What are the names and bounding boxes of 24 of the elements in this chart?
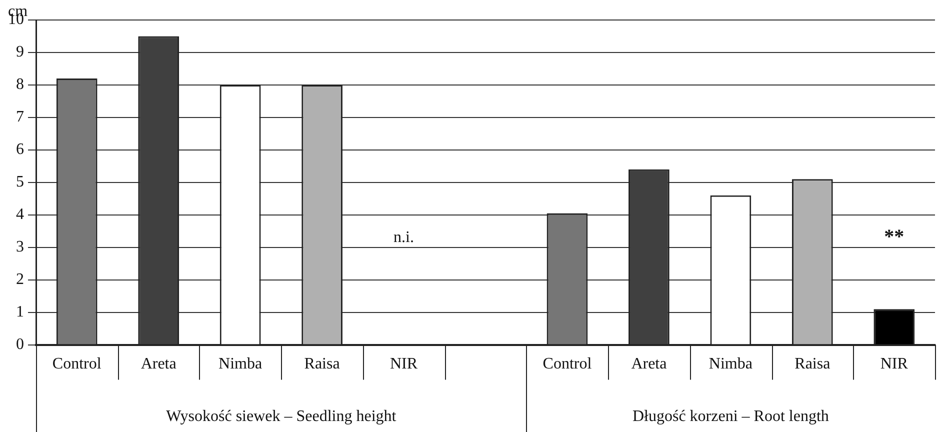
y-tick-label: 0 bbox=[16, 336, 24, 354]
y-tick-label: 6 bbox=[16, 141, 24, 158]
x-tick-label: Control bbox=[542, 356, 592, 373]
x-tick-label: Areta bbox=[631, 356, 667, 373]
y-tick-label: 4 bbox=[16, 206, 24, 224]
y-tick-label: 7 bbox=[16, 108, 24, 126]
x-tick-label: Control bbox=[52, 356, 102, 373]
y-tick-label: 3 bbox=[16, 238, 24, 256]
y-tick-label: 5 bbox=[16, 174, 24, 191]
annotation: n.i. bbox=[394, 228, 414, 246]
x-tick-label: NIR bbox=[390, 356, 418, 373]
y-tick-label: 2 bbox=[16, 271, 24, 288]
text: Długość korzeni – Root length bbox=[632, 408, 829, 426]
x-tick-label: Nimba bbox=[218, 356, 262, 373]
x-tick-label: Raisa bbox=[794, 356, 830, 373]
annotation: ** bbox=[884, 226, 904, 248]
x-tick-label: Raisa bbox=[304, 356, 340, 373]
y-tick-label: 1 bbox=[16, 304, 24, 321]
x-tick-label: Nimba bbox=[708, 356, 752, 373]
x-tick-label: NIR bbox=[880, 356, 908, 373]
x-tick-label: Areta bbox=[140, 356, 176, 373]
y-tick-label: 9 bbox=[16, 44, 24, 61]
text: Wysokość siewek – Seedling height bbox=[166, 408, 397, 426]
y-tick-label: 8 bbox=[16, 76, 24, 94]
